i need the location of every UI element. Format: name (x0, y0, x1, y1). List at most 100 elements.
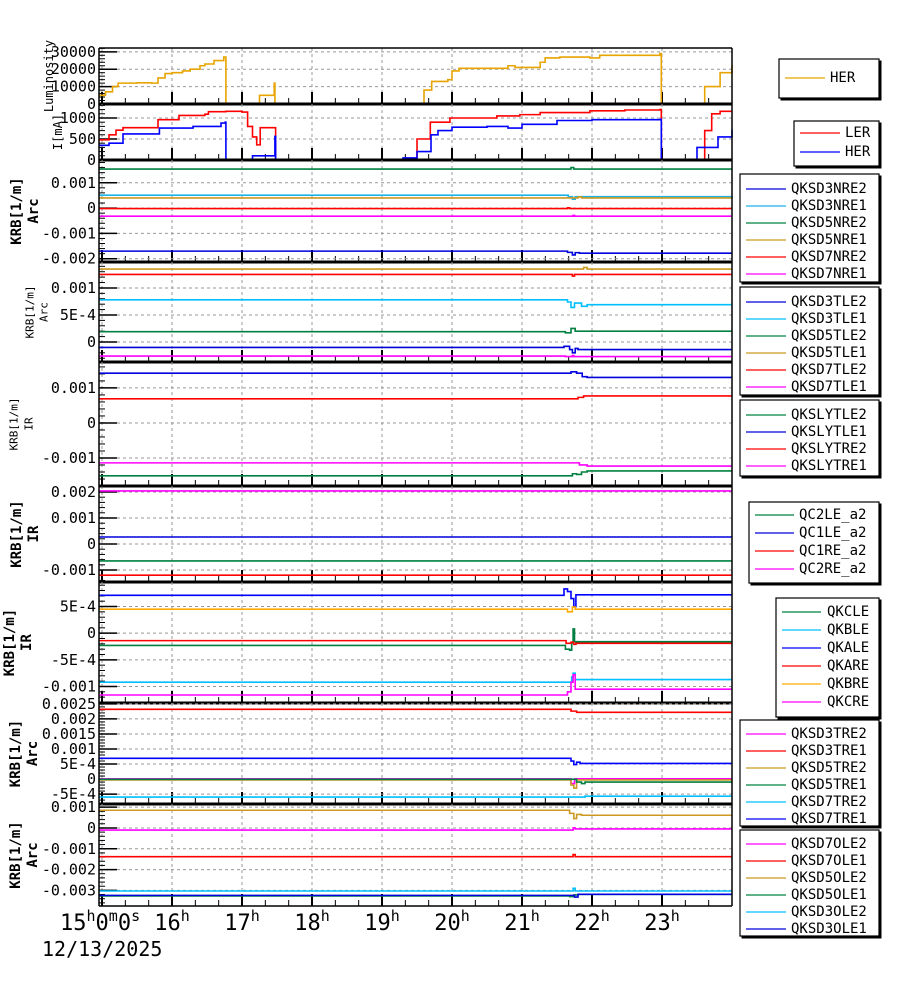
series-line-qksd7nre2 (99, 207, 732, 210)
x-tick-unit: h (321, 907, 330, 925)
y-tick-label: -0.001 (42, 677, 96, 695)
y-tick-label: 0.001 (51, 379, 96, 397)
legend-2: QKSD3NRE2QKSD3NRE1QKSD5NRE2QKSD5NRE1QKSD… (739, 173, 882, 285)
y-tick-label: 0.002 (51, 710, 96, 728)
legend-label: QKSLYTLE1 (791, 424, 867, 440)
legend-box (739, 399, 880, 477)
y-tick-label: 20000 (51, 60, 96, 78)
legend-label: QKSD5TRE2 (791, 760, 867, 776)
y-axis-label: KRB[1/m] (2, 609, 18, 676)
series-line-qksd7tle2 (99, 273, 732, 277)
legend-6: QKCLE QKBLE QKALE QKARE QKBRE QKCRE (775, 597, 882, 720)
x-tick-value: 20 (434, 911, 461, 936)
series-line-her (99, 118, 733, 161)
legend-box (739, 829, 880, 937)
y-tick-label: 5E-4 (60, 755, 96, 773)
series-line-qkale (99, 588, 732, 608)
legend-label: QKSD7TRE1 (791, 811, 867, 827)
y-tick-label: -0.001 (42, 561, 96, 579)
legend-label: QKCRE (827, 694, 869, 710)
legend-label: QKSD3TRE1 (791, 743, 867, 759)
x-axis-date: 12/13/2025 (42, 937, 162, 961)
x-tick-value: 15 (60, 911, 87, 936)
legend-label: LER (845, 125, 871, 141)
y-tick-label: 1000 (60, 109, 96, 127)
x-tick-label: 18h (294, 907, 330, 936)
y-tick-label: -0.003 (42, 881, 96, 899)
y-axis-label: Arc (26, 198, 42, 223)
y-axis-label: I[mA] (51, 114, 65, 150)
series-line-qksd5tre2 (99, 779, 732, 789)
y-tick-label: -5E-4 (51, 785, 96, 803)
legend-box (739, 173, 880, 283)
series-line-qksd3nre2 (99, 250, 732, 256)
series-line-qksd7tre2 (99, 795, 732, 798)
x-tick-label: 19h (364, 907, 400, 936)
legend-label: QKSD7NRE2 (791, 249, 867, 265)
series-line-qksd5nre1 (99, 196, 732, 199)
series-line-qkslytle1 (99, 371, 732, 379)
legend-label: QKSD5OLE2 (791, 870, 867, 886)
legend-8: QKSD7OLE2QKSD7OLE1QKSD5OLE2QKSD5OLE1QKSD… (739, 829, 882, 939)
series-line-qksd5ole2 (99, 809, 732, 820)
series-line-qksd5tle2 (99, 327, 732, 334)
y-tick-label: 0.001 (51, 509, 96, 527)
legend-label: QKSD5NRE2 (791, 215, 867, 231)
legend-label: QC1LE_a2 (799, 525, 866, 541)
y-tick-label: -0.002 (42, 861, 96, 879)
x-tick-label: 16h (154, 907, 190, 936)
series-line-qksd5nre2 (99, 166, 732, 170)
y-axis-label: KRB[1/m] (24, 286, 37, 339)
y-tick-label: 0.001 (51, 174, 96, 192)
legend-5: QC2LE_a2 QC1LE_a2 QC1RE_a2 QC2RE_a2 (748, 501, 882, 586)
series-line-qkcre (99, 673, 732, 696)
series-line-qksd3tle2 (99, 345, 732, 354)
legend-label: QC1RE_a2 (799, 543, 866, 559)
x-tick-label: 17h (224, 907, 260, 936)
y-tick-label: -0.002 (42, 250, 96, 268)
legend-label: QKBRE (827, 676, 869, 692)
legend-label: QKSD3TLE2 (791, 294, 867, 310)
x-tick-value: 23 (644, 911, 671, 936)
y-tick-label: 0 (87, 770, 96, 788)
x-tick-value: 17 (224, 911, 251, 936)
x-tick-value: 0 (96, 911, 109, 936)
legend-label: QC2LE_a2 (799, 507, 866, 523)
y-tick-label: 0.0015 (42, 725, 96, 743)
legend-box (793, 120, 880, 167)
legend-label: QKSD5OLE1 (791, 887, 867, 903)
legend-label: QKSD7TLE2 (791, 362, 867, 378)
y-axis-label: Arc (25, 842, 41, 867)
panel-6: -0.001 -5E-4 0 5E-4 KRB[1/m] IR (2, 582, 733, 705)
series-line-ler (99, 108, 732, 161)
y-tick-label: 10000 (51, 78, 96, 96)
x-tick-unit: s (131, 907, 140, 925)
series-line-qksd3tle1 (99, 299, 732, 309)
y-axis-label: KRB[1/m] (8, 821, 24, 888)
x-tick-label: 20h (434, 907, 470, 936)
legend-label: QKSD3NRE2 (791, 181, 867, 197)
legend-label: QKARE (827, 658, 869, 674)
x-tick-label: 22h (574, 907, 610, 936)
series-line-qksd7ole2 (99, 827, 732, 831)
legend-label: QKSD7NRE1 (791, 266, 867, 282)
legend-label: QC2RE_a2 (799, 561, 866, 577)
legend-label: QKSD7TLE1 (791, 379, 867, 395)
series-line-qksd5tle1 (99, 266, 732, 270)
y-tick-label: -5E-4 (51, 651, 96, 669)
y-tick-label: 0.001 (51, 279, 96, 297)
legend-label: QKSLYTRE2 (791, 441, 867, 457)
y-tick-label: -0.001 (42, 224, 96, 242)
x-tick-value: 21 (504, 911, 531, 936)
y-axis-label: IR (26, 525, 42, 542)
panel-4: -0.001 0 0.001 KRB[1/m] IR (8, 362, 733, 488)
series-line-qksd5tre1 (99, 778, 732, 785)
legend-label: QKSD7TRE2 (791, 794, 867, 810)
y-tick-label: 0.0025 (42, 695, 96, 713)
y-tick-label: 0 (87, 333, 96, 351)
series-line-qksd7nre1 (99, 214, 732, 217)
